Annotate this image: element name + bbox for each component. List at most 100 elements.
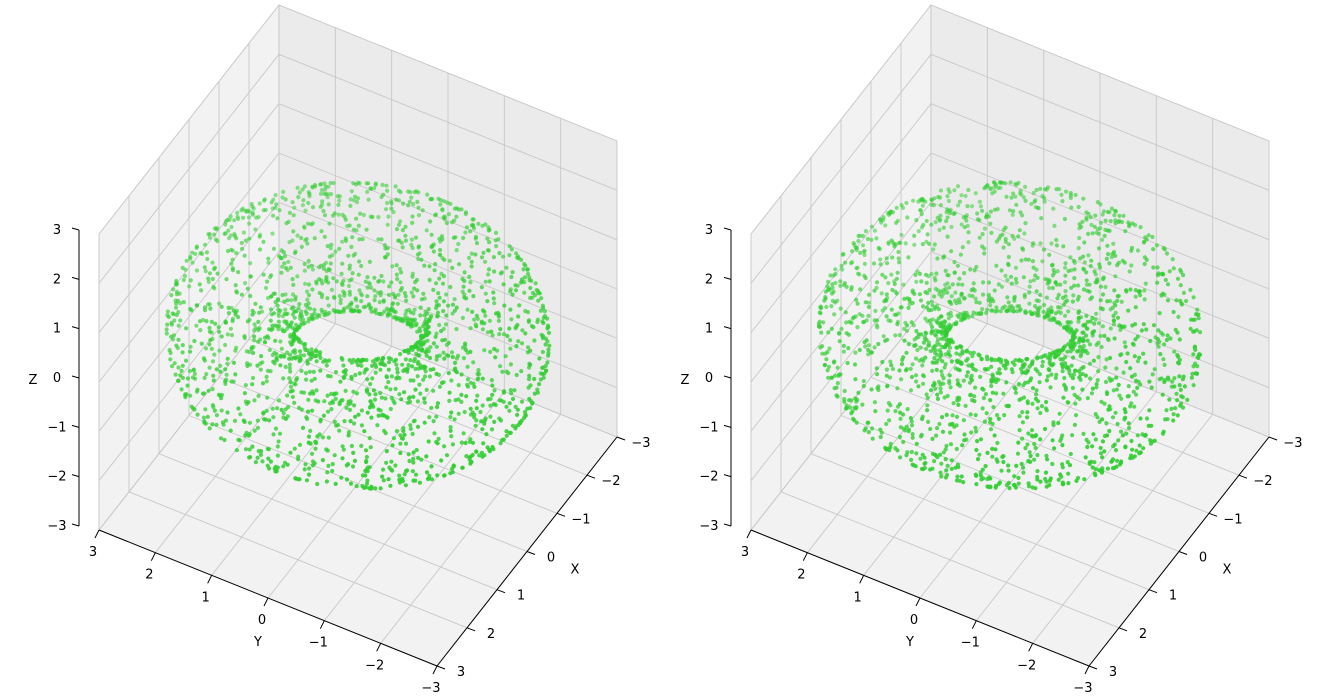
torus-point xyxy=(1171,309,1176,315)
torus-point xyxy=(473,234,479,239)
torus-point xyxy=(1155,280,1160,285)
torus-point xyxy=(1004,194,1009,199)
torus-point xyxy=(183,395,188,400)
torus-point xyxy=(929,271,934,277)
torus-point xyxy=(435,313,440,319)
torus-point xyxy=(989,364,994,369)
torus-point xyxy=(829,304,834,309)
torus-point xyxy=(1068,195,1073,200)
torus-point xyxy=(990,421,995,426)
torus-point xyxy=(280,314,286,319)
torus-point xyxy=(275,216,280,221)
torus-point xyxy=(1162,342,1167,347)
torus-point xyxy=(1033,486,1038,491)
torus-point xyxy=(949,458,954,463)
torus-point xyxy=(468,326,473,331)
torus-point xyxy=(1103,379,1109,385)
torus-point xyxy=(409,290,414,295)
torus-point xyxy=(342,291,347,296)
torus-point xyxy=(898,455,903,460)
torus-point xyxy=(422,396,427,401)
torus-point xyxy=(1010,360,1015,365)
torus-point xyxy=(333,249,338,254)
torus-point xyxy=(203,346,209,351)
torus-point xyxy=(873,409,878,414)
torus-point xyxy=(955,474,960,479)
torus-point xyxy=(863,426,868,431)
torus-point xyxy=(306,200,311,206)
torus-point xyxy=(1056,477,1061,482)
torus-point xyxy=(468,406,473,411)
torus-point xyxy=(269,312,274,317)
torus-point xyxy=(866,300,871,305)
torus-point xyxy=(1134,392,1139,397)
torus-point xyxy=(431,388,436,393)
torus-point xyxy=(1011,309,1016,314)
torus-point xyxy=(429,232,434,237)
torus-point xyxy=(1142,261,1147,267)
torus-point xyxy=(206,302,211,307)
torus-point xyxy=(276,313,281,319)
torus-point xyxy=(1001,391,1006,396)
torus-point xyxy=(335,309,340,314)
torus-point xyxy=(1070,299,1075,304)
torus-point xyxy=(866,313,871,318)
torus-point xyxy=(273,338,278,343)
torus-point xyxy=(1081,431,1086,436)
torus-point xyxy=(929,222,934,227)
torus-point xyxy=(401,201,406,206)
torus-point xyxy=(1109,459,1115,464)
torus-point xyxy=(291,213,296,218)
torus-point xyxy=(900,412,906,417)
torus-point xyxy=(1123,445,1128,450)
torus-point xyxy=(436,303,441,308)
torus-point xyxy=(403,441,409,446)
torus-point xyxy=(1016,440,1021,445)
torus-point xyxy=(453,398,458,403)
torus-point xyxy=(489,378,494,383)
torus-point xyxy=(203,269,208,274)
torus-point xyxy=(879,291,884,296)
torus-point xyxy=(951,401,956,406)
torus-point xyxy=(480,454,485,459)
torus-point xyxy=(532,338,537,343)
torus-point xyxy=(338,300,343,306)
torus-point xyxy=(945,463,950,468)
torus-point xyxy=(982,246,987,251)
torus-point xyxy=(1021,370,1026,375)
torus-point xyxy=(1098,333,1103,339)
torus-point xyxy=(863,229,868,234)
torus-point xyxy=(400,479,405,484)
torus-point xyxy=(964,348,970,353)
torus-point xyxy=(1009,281,1014,286)
torus-point xyxy=(988,427,994,432)
torus-point xyxy=(513,283,518,288)
torus-point xyxy=(312,236,317,241)
torus-point xyxy=(1052,270,1057,275)
torus-point xyxy=(925,403,930,408)
torus-point xyxy=(349,244,354,249)
torus-point xyxy=(424,349,429,355)
torus-point xyxy=(286,323,291,328)
torus-point xyxy=(427,415,432,420)
torus-point xyxy=(1152,438,1157,443)
torus-point xyxy=(1087,361,1093,366)
torus-point xyxy=(912,343,917,348)
torus-point xyxy=(189,308,194,313)
torus-point xyxy=(1038,479,1043,484)
torus-point xyxy=(302,268,307,273)
torus-point xyxy=(1050,438,1055,443)
torus-point xyxy=(390,468,395,473)
torus-point xyxy=(232,418,238,423)
torus-point xyxy=(925,408,930,413)
torus-point xyxy=(850,409,855,414)
torus-point xyxy=(489,329,494,334)
torus-point xyxy=(1115,315,1121,320)
torus-point xyxy=(385,188,390,193)
torus-point xyxy=(1076,246,1081,251)
torus-point xyxy=(234,290,239,295)
torus-point xyxy=(472,317,477,322)
torus-point xyxy=(1087,461,1092,466)
torus-point xyxy=(429,477,435,482)
torus-point xyxy=(516,339,521,344)
